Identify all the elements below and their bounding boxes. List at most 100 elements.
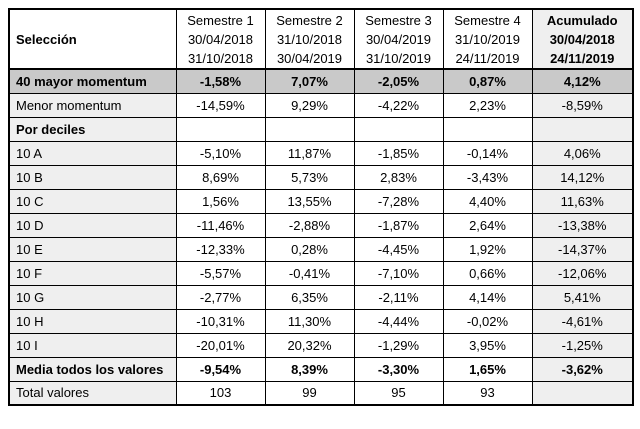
value-cell: -0,02% (442, 308, 533, 334)
header-row: Selección Semestre 1 30/04/2018 31/10/2018… (8, 8, 634, 70)
value-cell: -12,33% (175, 236, 266, 262)
value-cell: 0,87% (442, 68, 533, 94)
momentum-results-table: Selección Semestre 1 30/04/2018 31/10/2018… (8, 8, 634, 406)
header-cell-3: Semestre 3 30/04/2019 31/10/2019 (353, 8, 444, 70)
value-cell: -0,41% (264, 260, 355, 286)
header-line: Semestre 2 (276, 12, 343, 28)
value-cell: 4,12% (531, 68, 634, 94)
header-cell-4: Semestre 4 31/10/2019 24/11/2019 (442, 8, 533, 70)
value-cell: 99 (264, 380, 355, 406)
header-line: 30/04/2018 (187, 31, 254, 47)
value-cell: 5,73% (264, 164, 355, 190)
value-cell: 0,66% (442, 260, 533, 286)
value-cell: -9,54% (175, 356, 266, 382)
value-cell: -4,44% (353, 308, 444, 334)
value-cell: 6,35% (264, 284, 355, 310)
value-cell: -4,45% (353, 236, 444, 262)
header-line: 30/04/2019 (365, 31, 432, 47)
row-label: 10 F (8, 260, 177, 286)
value-cell: 1,56% (175, 188, 266, 214)
row-label: 10 A (8, 140, 177, 166)
value-cell: 2,23% (442, 92, 533, 118)
value-cell: 0,28% (264, 236, 355, 262)
header-line: Acumulado (546, 12, 618, 28)
value-cell: -14,59% (175, 92, 266, 118)
header-line: 30/04/2019 (276, 50, 343, 66)
table-row: 10 B 8,69% 5,73% 2,83% -3,43% 14,12% (8, 164, 634, 190)
value-cell: 8,69% (175, 164, 266, 190)
value-cell: 95 (353, 380, 444, 406)
value-cell: -7,28% (353, 188, 444, 214)
row-label: 10 C (8, 188, 177, 214)
value-cell: -1,25% (531, 332, 634, 358)
value-cell: -1,87% (353, 212, 444, 238)
value-cell: 11,30% (264, 308, 355, 334)
row-label: 40 mayor momentum (8, 68, 177, 94)
table-row: Media todos los valores -9,54% 8,39% -3,30%… (8, 356, 634, 382)
header-line: Semestre 4 (454, 12, 521, 28)
value-cell: 1,92% (442, 236, 533, 262)
table-row: Menor momentum -14,59% 9,29% -4,22% 2,23% -8,… (8, 92, 634, 118)
value-cell: -1,29% (353, 332, 444, 358)
value-cell: 4,40% (442, 188, 533, 214)
value-cell: -20,01% (175, 332, 266, 358)
table-row: 10 D -11,46% -2,88% -1,87% 2,64% -13,38% (8, 212, 634, 238)
table-row: 10 E -12,33% 0,28% -4,45% 1,92% -14,37% (8, 236, 634, 262)
row-label: Media todos los valores (8, 356, 177, 382)
row-label: 10 G (8, 284, 177, 310)
value-cell: 5,41% (531, 284, 634, 310)
header-line: 31/10/2018 (276, 31, 343, 47)
header-cell-1: Semestre 1 30/04/2018 31/10/2018 (175, 8, 266, 70)
value-cell: -2,05% (353, 68, 444, 94)
table-row: Por deciles (8, 116, 634, 142)
header-line: 30/04/2018 (549, 31, 615, 47)
value-cell: -13,38% (531, 212, 634, 238)
value-cell: 20,32% (264, 332, 355, 358)
table-row: 40 mayor momentum -1,58% 7,07% -2,05% 0,87% 4… (8, 68, 634, 94)
row-label: Por deciles (8, 116, 177, 142)
value-cell: 93 (442, 380, 533, 406)
value-cell: -2,11% (353, 284, 444, 310)
value-cell (531, 116, 634, 142)
value-cell: -11,46% (175, 212, 266, 238)
results-table-container: Selección Semestre 1 30/04/2018 31/10/2018… (8, 8, 634, 406)
value-cell: 11,87% (264, 140, 355, 166)
table-row: 10 H -10,31% 11,30% -4,44% -0,02% -4,61% (8, 308, 634, 334)
value-cell: 2,64% (442, 212, 533, 238)
value-cell: 11,63% (531, 188, 634, 214)
header-line: Semestre 3 (365, 12, 432, 28)
value-cell: 4,14% (442, 284, 533, 310)
value-cell: 14,12% (531, 164, 634, 190)
value-cell (353, 116, 444, 142)
value-cell: 1,65% (442, 356, 533, 382)
table-row: 10 C 1,56% 13,55% -7,28% 4,40% 11,63% (8, 188, 634, 214)
header-line: Semestre 1 (187, 12, 254, 28)
header-cell-2: Semestre 2 31/10/2018 30/04/2019 (264, 8, 355, 70)
value-cell: -2,88% (264, 212, 355, 238)
value-cell: -12,06% (531, 260, 634, 286)
value-cell: -1,85% (353, 140, 444, 166)
header-line: 31/10/2019 (454, 31, 521, 47)
table-row: 10 F -5,57% -0,41% -7,10% 0,66% -12,06% (8, 260, 634, 286)
value-cell (264, 116, 355, 142)
table-body: 40 mayor momentum -1,58% 7,07% -2,05% 0,87% 4… (8, 68, 634, 406)
value-cell: 103 (175, 380, 266, 406)
value-cell: -2,77% (175, 284, 266, 310)
value-cell: -3,43% (442, 164, 533, 190)
header-line: 31/10/2018 (187, 50, 254, 66)
value-cell (442, 116, 533, 142)
row-label: Menor momentum (8, 92, 177, 118)
value-cell: -4,22% (353, 92, 444, 118)
table-row: Total valores 103 99 95 93 (8, 380, 634, 406)
row-label: Total valores (8, 380, 177, 406)
value-cell: -3,30% (353, 356, 444, 382)
value-cell: -5,10% (175, 140, 266, 166)
row-label: 10 E (8, 236, 177, 262)
value-cell: 13,55% (264, 188, 355, 214)
value-cell: -5,57% (175, 260, 266, 286)
value-cell: -0,14% (442, 140, 533, 166)
value-cell: -7,10% (353, 260, 444, 286)
value-cell: -14,37% (531, 236, 634, 262)
table-row: 10 A -5,10% 11,87% -1,85% -0,14% 4,06% (8, 140, 634, 166)
row-label: 10 H (8, 308, 177, 334)
